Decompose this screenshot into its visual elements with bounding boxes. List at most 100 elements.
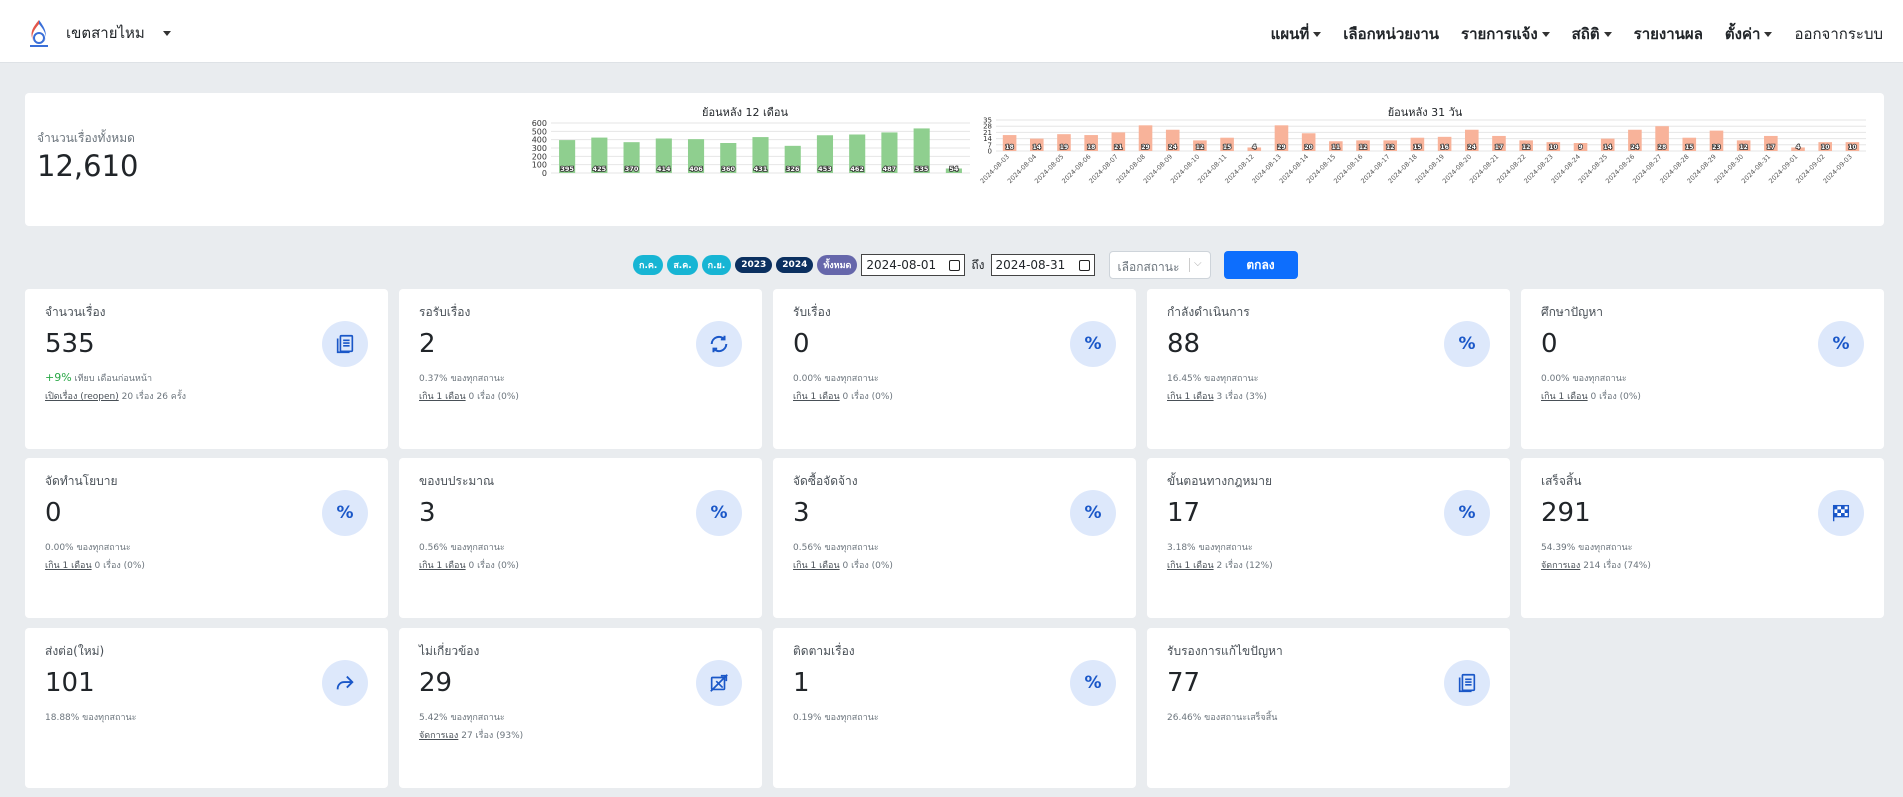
stat-detail: เปิดเรื่อง (reopen) 20 เรื่อง 26 ครั้ง	[45, 392, 187, 402]
stat-detail: เกิน 1 เดือน 0 เรื่อง (0%)	[793, 561, 893, 571]
stat-percentage: 0.56% ของทุกสถานะ	[793, 543, 879, 553]
percent-icon: %	[1070, 660, 1116, 706]
stat-detail: เกิน 1 เดือน 3 เรื่อง (3%)	[1167, 392, 1267, 402]
stat-card[interactable]: ของบประมาณ 3 0.56% ของทุกสถานะ เกิน 1 เดือน…	[399, 458, 762, 618]
stat-percentage: 0.00% ของทุกสถานะ	[793, 374, 879, 384]
to-label: ถึง	[971, 257, 985, 272]
stat-card[interactable]: รับเรื่อง 0 0.00% ของทุกสถานะ เกิน 1 เดือน …	[773, 289, 1136, 449]
stat-card[interactable]: ไม่เกี่ยวข้อง 29 5.42% ของทุกสถานะ จัดการเอ…	[399, 628, 762, 788]
date-from-input[interactable]: 2024-08-01	[861, 254, 966, 276]
data-label: 12	[1359, 144, 1367, 151]
filter-pill-all[interactable]: ทั้งหมด	[817, 255, 858, 275]
stat-detail-link[interactable]: เกิน 1 เดือน	[1541, 392, 1588, 402]
bar	[1410, 137, 1425, 151]
filter-pill-2023[interactable]: 2023	[735, 257, 773, 273]
stat-card[interactable]: จัดซื้อจัดจ้าง 3 0.56% ของทุกสถานะ เกิน 1 เ…	[773, 458, 1136, 618]
bar	[1247, 147, 1262, 151]
bar	[1111, 132, 1126, 151]
stat-detail-link[interactable]: เกิน 1 เดือน	[793, 561, 840, 571]
y-tick-label: 400	[532, 136, 547, 145]
logout-link[interactable]: ออกจากระบบ	[1794, 25, 1883, 43]
percent-icon: %	[1818, 321, 1864, 367]
documents-icon	[1444, 660, 1490, 706]
stat-label: จัดทำนโยบาย	[45, 474, 118, 488]
bar	[1329, 141, 1343, 151]
stat-card[interactable]: ขั้นตอนทางกฎหมาย 17 3.18% ของทุกสถานะ เกิน …	[1147, 458, 1510, 618]
filter-pill-aug[interactable]: ส.ค.	[667, 255, 698, 275]
stat-card[interactable]: รับรองการแก้ไขปัญหา 77 26.46% ของสถานะเสร็…	[1147, 628, 1510, 788]
bar	[1818, 142, 1833, 151]
stat-card[interactable]: เสร็จสิ้น 291 54.39% ของทุกสถานะ จัดการเอง …	[1521, 458, 1884, 618]
data-label: 462	[850, 165, 864, 173]
y-tick-label: 21	[983, 129, 992, 137]
stat-percentage: 0.56% ของทุกสถานะ	[419, 543, 505, 553]
stat-card[interactable]: ส่งต่อ(ใหม่) 101 18.88% ของทุกสถานะ	[25, 628, 388, 788]
bar	[1437, 136, 1452, 151]
bar	[1084, 135, 1098, 151]
stat-detail: เกิน 1 เดือน 2 เรื่อง (12%)	[1167, 561, 1273, 571]
share-arrow-icon	[322, 660, 368, 706]
bar	[1573, 143, 1588, 151]
data-label: 24	[1468, 144, 1476, 151]
calendar-icon[interactable]	[949, 259, 961, 271]
stat-card[interactable]: ติดตามเรื่อง 1 0.19% ของทุกสถานะ%	[773, 628, 1136, 788]
data-label: 406	[689, 165, 703, 173]
stat-detail-link[interactable]: เกิน 1 เดือน	[793, 392, 840, 402]
filter-pill-jul[interactable]: ก.ค.	[633, 255, 664, 275]
stat-detail-link[interactable]: เกิน 1 เดือน	[45, 561, 92, 571]
stat-detail-link[interactable]: เกิน 1 เดือน	[419, 392, 466, 402]
menu-results[interactable]: รายงานผล	[1633, 25, 1703, 43]
stat-detail-link[interactable]: เปิดเรื่อง (reopen)	[45, 392, 119, 402]
stat-detail-link[interactable]: เกิน 1 เดือน	[419, 561, 466, 571]
stat-card[interactable]: ศึกษาปัญหา 0 0.00% ของทุกสถานะ เกิน 1 เดือน…	[1521, 289, 1884, 449]
data-label: 24	[1631, 144, 1639, 151]
stat-label: กำลังดำเนินการ	[1167, 305, 1250, 319]
stat-detail-link[interactable]: จัดการเอง	[1541, 561, 1581, 571]
stat-card[interactable]: จัดทำนโยบาย 0 0.00% ของทุกสถานะ เกิน 1 เดือ…	[25, 458, 388, 618]
calendar-icon[interactable]	[1078, 259, 1090, 271]
filter-pill-sep[interactable]: ก.ย.	[701, 255, 732, 275]
y-tick-label: 0	[542, 169, 547, 177]
menu-reports-list[interactable]: รายการแจ้ง	[1461, 22, 1550, 46]
data-label: 29	[1141, 144, 1149, 151]
chart-title-12-months: ย้อนหลัง 12 เดือน	[702, 106, 788, 119]
data-label: 431	[754, 165, 768, 173]
bar	[1165, 129, 1180, 151]
stat-value: 291	[1541, 498, 1591, 528]
stat-value: 77	[1167, 668, 1201, 698]
stat-label: ส่งต่อ(ใหม่)	[45, 644, 105, 658]
stat-value: 0	[45, 498, 62, 528]
stat-detail-link[interactable]: เกิน 1 เดือน	[1167, 561, 1214, 571]
data-label: 4	[1796, 144, 1800, 151]
menu-select-unit[interactable]: เลือกหน่วยงาน	[1343, 25, 1440, 43]
menu-map[interactable]: แผนที่	[1271, 22, 1322, 46]
status-select[interactable]: เลือกสถานะ ⌵	[1108, 251, 1211, 279]
stat-card[interactable]: กำลังดำเนินการ 88 16.45% ของทุกสถานะ เกิน 1…	[1147, 289, 1510, 449]
stat-detail-link[interactable]: เกิน 1 เดือน	[1167, 392, 1214, 402]
stat-detail: จัดการเอง 27 เรื่อง (93%)	[419, 731, 524, 741]
menu-statistics[interactable]: สถิติ	[1572, 22, 1612, 46]
chevron-down-icon	[1541, 32, 1550, 37]
stat-card[interactable]: รอรับเรื่อง 2 0.37% ของทุกสถานะ เกิน 1 เดือ…	[399, 289, 762, 449]
stat-label: รับรองการแก้ไขปัญหา	[1167, 644, 1283, 658]
y-tick-label: 500	[532, 127, 547, 136]
filter-pill-2024[interactable]: 2024	[776, 257, 814, 273]
data-label: 453	[818, 165, 832, 173]
stat-detail-link[interactable]: จัดการเอง	[419, 731, 459, 741]
bar	[559, 140, 576, 173]
documents-icon	[322, 321, 368, 367]
data-label: 12	[1386, 144, 1394, 151]
bar	[1736, 140, 1751, 151]
bar	[1600, 138, 1615, 151]
brand[interactable]: เขตสายไหม	[26, 18, 171, 48]
stat-card[interactable]: จำนวนเรื่อง 535 +9% เทียบ เดือนก่อนหน้า เปิ…	[25, 289, 388, 449]
bar	[1519, 140, 1533, 151]
date-to-input[interactable]: 2024-08-31	[990, 254, 1095, 276]
data-label: 28	[1658, 144, 1666, 151]
ok-button[interactable]: ตกลง	[1223, 251, 1298, 279]
menu-settings[interactable]: ตั้งค่า	[1725, 22, 1773, 46]
data-label: 15	[1685, 144, 1693, 151]
bar	[816, 135, 834, 173]
stat-percentage: 0.37% ของทุกสถานะ	[419, 374, 505, 384]
data-label: 4	[1252, 144, 1256, 151]
